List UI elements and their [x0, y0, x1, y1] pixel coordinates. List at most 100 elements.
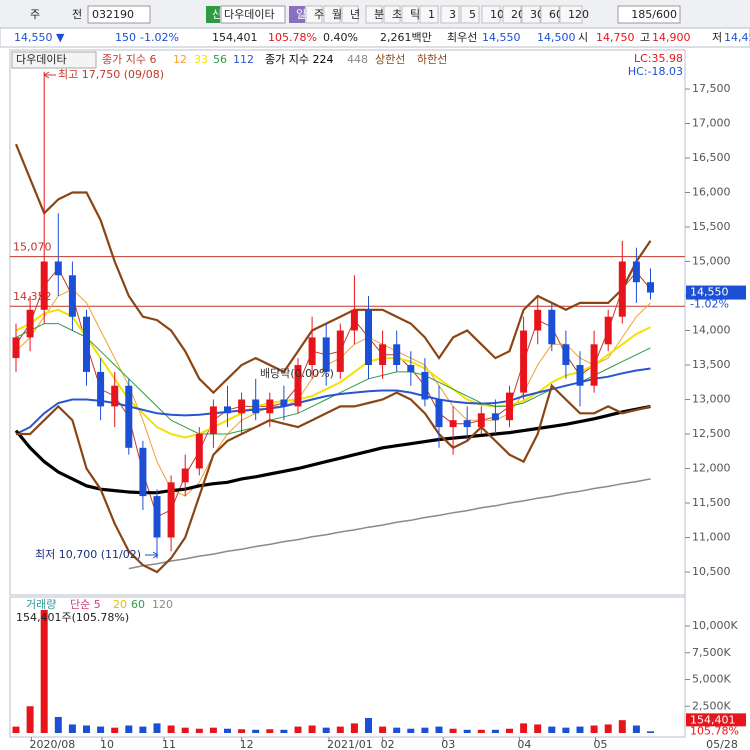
candle-body — [224, 406, 231, 414]
period-button[interactable] — [559, 5, 583, 24]
info-item: 14,900 — [652, 31, 691, 44]
toolbar-item[interactable]: 일 — [296, 7, 306, 21]
x-tick-label: 2021/01 — [327, 738, 373, 750]
info-item: 2,261백만 — [380, 31, 432, 44]
lc-label: LC:35.98 — [634, 52, 683, 65]
candle-body — [449, 420, 457, 428]
period-button[interactable] — [323, 5, 341, 24]
toolbar-item[interactable]: 틱 — [410, 8, 420, 21]
period-button[interactable] — [460, 5, 480, 24]
toolbar-item[interactable]: 전 — [72, 8, 82, 21]
candle-body — [308, 337, 316, 365]
price-tag-change: -1.02% — [690, 298, 729, 311]
info-item: 저 — [712, 31, 722, 44]
volume-bar — [604, 724, 612, 733]
title-box — [11, 51, 97, 69]
volume-title: 거래량 — [26, 598, 56, 611]
candle-body — [125, 385, 133, 448]
info-item: 고 — [640, 31, 650, 44]
volume-bar — [379, 726, 387, 733]
symbol-box[interactable] — [87, 5, 151, 24]
volume-bar — [632, 725, 640, 733]
period-button[interactable] — [401, 5, 419, 24]
toolbar-item[interactable]: 주 — [314, 8, 324, 21]
candle-body — [604, 316, 612, 345]
y-tick-label: 11,500 — [692, 496, 731, 509]
volume-bar — [322, 727, 330, 733]
volume-bar — [393, 727, 401, 733]
candle-body — [506, 392, 513, 421]
period-button[interactable] — [305, 5, 323, 24]
toolbar-item[interactable]: 분 — [374, 8, 384, 21]
volume-bar — [167, 725, 175, 733]
toolbar-item[interactable]: 1 — [428, 8, 435, 21]
volume-bar — [83, 725, 90, 733]
info-item: -1.02% — [140, 31, 179, 44]
arrow — [145, 551, 159, 559]
period-button[interactable] — [481, 5, 501, 24]
volume-bar — [308, 725, 316, 733]
candle-body — [393, 344, 401, 365]
y-tick-label: 14,000 — [692, 324, 731, 337]
legend-entry: 56 — [213, 53, 227, 66]
volume-legend: 20 — [113, 598, 127, 611]
toolbar-item[interactable]: 주 — [30, 8, 40, 21]
toolbar-item[interactable]: 5 — [469, 8, 476, 21]
candle-body — [111, 385, 119, 407]
volume-bar — [336, 726, 344, 733]
volume-summary: 154,401주(105.78%) — [16, 611, 129, 624]
candle-body — [181, 468, 189, 483]
volume-bar — [407, 728, 415, 733]
candle-body — [350, 309, 358, 331]
y-tick-label: 11,000 — [692, 531, 731, 544]
volume-bar — [153, 723, 161, 733]
period-button[interactable] — [502, 5, 522, 24]
period-button[interactable] — [341, 5, 359, 24]
legend-entry: 448 — [347, 53, 368, 66]
volume-bar — [54, 716, 62, 733]
period-button[interactable] — [365, 5, 383, 24]
ma-line — [14, 143, 652, 395]
x-tick-label: 12 — [240, 738, 254, 750]
toolbar-item[interactable]: 3 — [449, 8, 456, 21]
y-tick-label: 13,500 — [692, 358, 731, 371]
toolbar-item[interactable]: 185/600 — [631, 8, 677, 21]
volume-bar — [548, 726, 556, 733]
candle-body — [209, 406, 217, 434]
toolbar-item[interactable]: 초 — [392, 8, 402, 21]
volume-bar — [266, 729, 274, 733]
candle-body — [618, 261, 626, 317]
y-tick-label: 17,000 — [692, 117, 731, 130]
toolbar-item[interactable]: 120 — [568, 8, 589, 21]
toolbar-item[interactable]: 10 — [490, 8, 504, 21]
candle-body — [139, 447, 147, 497]
candle-body — [407, 365, 415, 372]
legend-entry: 33 — [194, 53, 208, 66]
volume-tick-label: 10,000K — [692, 619, 738, 632]
toolbar-item[interactable]: 032190 — [92, 8, 134, 21]
annotation-high: 최고 17,750 (09/08) — [58, 68, 164, 81]
volume-bar — [111, 727, 119, 733]
toolbar-item[interactable]: 년 — [350, 8, 360, 21]
candle-body — [40, 261, 48, 310]
volume-tag-label: 154,401 — [690, 713, 736, 726]
candle-body — [562, 344, 570, 365]
toolbar-item[interactable]: 신 — [212, 8, 222, 21]
volume-bar — [68, 724, 76, 733]
volume-bar — [280, 729, 288, 733]
price-tag-label: 14,550 — [690, 286, 729, 299]
period-button[interactable] — [383, 5, 401, 24]
info-item: 최우선 — [447, 31, 477, 44]
period-button[interactable] — [540, 5, 560, 24]
period-button[interactable] — [419, 5, 439, 24]
y-tick-label: 12,000 — [692, 462, 731, 475]
volume-bar — [26, 706, 34, 733]
y-tick-label: 15,500 — [692, 220, 731, 233]
info-item: 105.78% — [268, 31, 317, 44]
volume-bar — [238, 729, 246, 733]
period-button[interactable] — [440, 5, 460, 24]
volume-bar — [12, 726, 20, 733]
period-button[interactable] — [521, 5, 541, 24]
toolbar-item[interactable]: 월 — [332, 8, 342, 21]
candle-body — [294, 365, 302, 407]
